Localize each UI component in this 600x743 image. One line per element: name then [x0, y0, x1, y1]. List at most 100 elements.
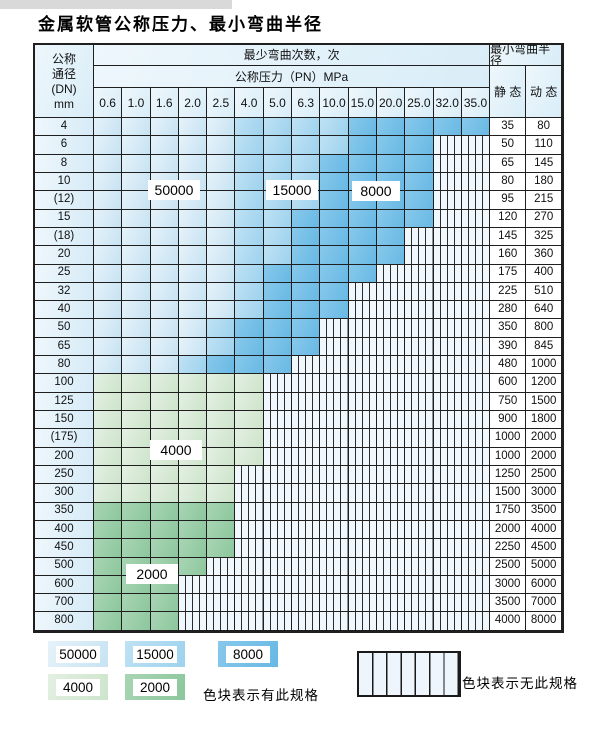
cell-band-(175)-15.0 [348, 429, 377, 448]
cell-band-4-1.0 [122, 118, 151, 137]
cell-band-600-0.6 [94, 575, 123, 595]
cell-band-65-35.0 [461, 337, 491, 357]
cell-band-500-32.0 [433, 557, 462, 576]
cell-static-32: 225 [490, 282, 527, 302]
cell-band-40-2.5 [207, 301, 236, 320]
cell-dn-700: 700 [35, 594, 94, 613]
cell-band-300-5.0 [263, 484, 293, 503]
cell-band-400-35.0 [461, 520, 491, 540]
cell-band-4-2.5 [207, 118, 236, 137]
cell-band-200-2.5 [207, 447, 236, 466]
cell-band-(18)-15.0 [348, 227, 377, 247]
cell-dynamic-10: 180 [526, 172, 563, 192]
cell-band-(12)-35.0 [461, 191, 491, 210]
cell-dn-450: 450 [35, 539, 94, 558]
cell-band-150-25.0 [405, 411, 434, 430]
cell-band-125-35.0 [461, 392, 491, 411]
cell-band-32-2.5 [207, 282, 236, 302]
cell-band-32-2.0 [178, 282, 208, 302]
cell-band-25-2.5 [207, 264, 236, 283]
cell-band-200-15.0 [348, 447, 377, 466]
cell-band-500-20.0 [376, 557, 406, 576]
cell-band-(175)-5.0 [263, 429, 293, 448]
cell-band-20-6.3 [292, 246, 321, 265]
cell-band-80-1.6 [150, 356, 179, 375]
cell-band-(18)-1.0 [122, 227, 151, 247]
cell-band-20-35.0 [461, 246, 491, 265]
cell-band-350-2.5 [207, 502, 236, 521]
cell-band-4-1.6 [150, 118, 179, 137]
cell-band-50-32.0 [433, 319, 462, 338]
cell-band-50-4.0 [235, 319, 264, 338]
cell-band-150-20.0 [376, 411, 406, 430]
cell-band-50-1.6 [150, 319, 179, 338]
cell-band-6-20.0 [376, 136, 406, 155]
cell-band-(18)-25.0 [405, 227, 434, 247]
cell-band-500-2.0 [178, 557, 208, 576]
cell-band-6-25.0 [405, 136, 434, 155]
cell-dn-50: 50 [35, 319, 94, 338]
cell-band-125-0.6 [94, 392, 123, 411]
cell-band-(12)-2.5 [207, 191, 236, 210]
cell-band-40-5.0 [263, 301, 293, 320]
cell-band-100-5.0 [263, 374, 293, 393]
legend-no-spec-swatch [357, 651, 461, 697]
cell-band-40-15.0 [348, 301, 377, 320]
cell-band-80-4.0 [235, 356, 264, 375]
cell-band-100-32.0 [433, 374, 462, 393]
cell-band-500-15.0 [348, 557, 377, 576]
cell-band-4-0.6 [94, 118, 123, 137]
cell-band-80-10.0 [320, 356, 349, 375]
cell-band-700-0.6 [94, 594, 123, 613]
cell-band-10-25.0 [405, 172, 434, 192]
cell-band-8-4.0 [235, 154, 264, 173]
cell-band-700-5.0 [263, 594, 293, 613]
cell-band-450-10.0 [320, 539, 349, 558]
cell-band-450-15.0 [348, 539, 377, 558]
cell-band-40-6.3 [292, 301, 321, 320]
cell-dn-65: 65 [35, 337, 94, 357]
cell-band-80-6.3 [292, 356, 321, 375]
header-pressure-25.0: 25.0 [405, 88, 434, 118]
cell-band-4-20.0 [376, 118, 406, 137]
cell-band-250-2.0 [178, 465, 208, 485]
cell-band-400-1.0 [122, 520, 151, 540]
cell-band-25-32.0 [433, 264, 462, 283]
cell-band-200-32.0 [433, 447, 462, 466]
cell-band-250-20.0 [376, 465, 406, 485]
cell-band-150-2.0 [178, 411, 208, 430]
cell-band-700-2.0 [178, 594, 208, 613]
cell-band-6-0.6 [94, 136, 123, 155]
cell-band-100-6.3 [292, 374, 321, 393]
cell-band-300-2.5 [207, 484, 236, 503]
cell-band-65-1.6 [150, 337, 179, 357]
cell-band-(175)-4.0 [235, 429, 264, 448]
cell-band-250-15.0 [348, 465, 377, 485]
cell-band-15-35.0 [461, 209, 491, 228]
cell-static-100: 600 [490, 374, 527, 393]
cell-band-32-32.0 [433, 282, 462, 302]
cell-band-(12)-32.0 [433, 191, 462, 210]
cell-band-125-2.5 [207, 392, 236, 411]
header-dn-line: 通径 [51, 66, 76, 81]
cell-band-15-32.0 [433, 209, 462, 228]
cell-band-80-15.0 [348, 356, 377, 375]
cell-static-600: 3000 [490, 575, 527, 595]
cell-band-25-1.0 [122, 264, 151, 283]
cell-band-250-32.0 [433, 465, 462, 485]
cell-band-400-20.0 [376, 520, 406, 540]
cell-dynamic-400: 4000 [526, 520, 563, 540]
cell-dn-350: 350 [35, 502, 94, 521]
cell-band-150-2.5 [207, 411, 236, 430]
cell-band-800-1.0 [122, 612, 151, 631]
cell-band-15-0.6 [94, 209, 123, 228]
cell-dn-8: 8 [35, 154, 94, 173]
cell-band-15-1.0 [122, 209, 151, 228]
cell-band-4-10.0 [320, 118, 349, 137]
cell-band-4-2.0 [178, 118, 208, 137]
cell-dynamic-250: 2500 [526, 465, 563, 485]
header-pressure-2.5: 2.5 [207, 88, 236, 118]
cell-band-100-1.6 [150, 374, 179, 393]
cell-band-80-2.0 [178, 356, 208, 375]
cell-band-15-2.5 [207, 209, 236, 228]
